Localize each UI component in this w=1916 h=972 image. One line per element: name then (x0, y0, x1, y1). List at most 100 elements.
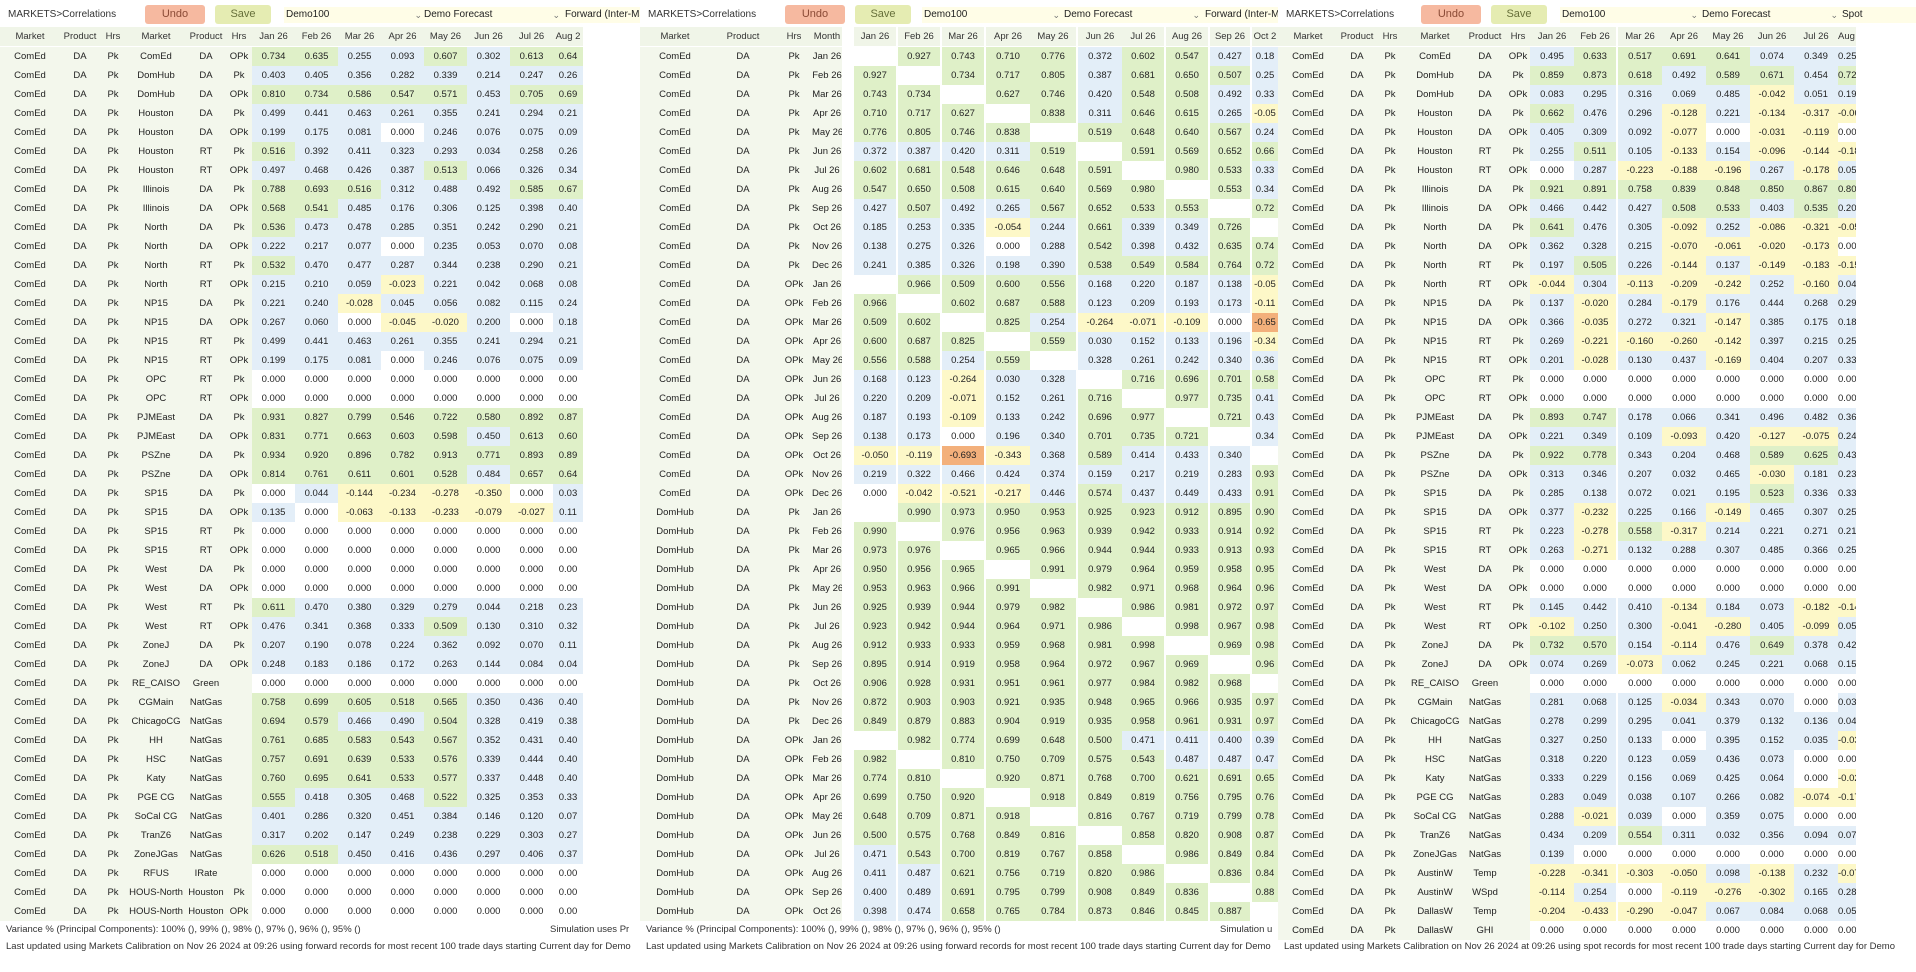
correlation-value-cell[interactable]: 0.40 (553, 750, 583, 769)
correlation-value-cell[interactable]: 0.646 (986, 161, 1030, 180)
correlation-value-cell[interactable]: 0.03 (553, 484, 583, 503)
correlation-value-cell[interactable]: 0.933 (898, 636, 940, 655)
correlation-value-cell[interactable]: -0.242 (1706, 275, 1750, 294)
correlation-value-cell[interactable]: 0.944 (942, 598, 984, 617)
correlation-value-cell[interactable]: -0.028 (1574, 351, 1616, 370)
correlation-value-cell[interactable]: 0.372 (1078, 47, 1122, 66)
month-column-header[interactable]: Jan 26 (252, 27, 295, 46)
correlation-value-cell[interactable]: -0.317 (1662, 522, 1706, 541)
correlation-value-cell[interactable]: 0.294 (510, 332, 553, 351)
correlation-value-cell[interactable]: 0.000 (467, 389, 510, 408)
correlation-value-cell[interactable] (1030, 807, 1076, 826)
column-header[interactable]: Product (186, 27, 226, 46)
correlation-value-cell[interactable]: 0.613 (510, 427, 553, 446)
correlation-value-cell[interactable]: 0.98 (1252, 617, 1278, 636)
correlation-value-cell[interactable]: 0.95 (1252, 560, 1278, 579)
correlation-value-cell[interactable]: 0.253 (898, 218, 940, 237)
correlation-value-cell[interactable]: 0.255 (338, 47, 381, 66)
correlation-value-cell[interactable]: 0.00 (1838, 921, 1856, 940)
correlation-value-cell[interactable]: 0.34 (1252, 180, 1278, 199)
correlation-value-cell[interactable]: 0.123 (1078, 294, 1122, 313)
correlation-value-cell[interactable]: 0.000 (467, 864, 510, 883)
correlation-value-cell[interactable]: 0.316 (1618, 85, 1662, 104)
correlation-value-cell[interactable]: 0.059 (1662, 750, 1706, 769)
correlation-value-cell[interactable]: 0.220 (1122, 275, 1164, 294)
correlation-value-cell[interactable]: 0.500 (854, 826, 896, 845)
correlation-value-cell[interactable]: 0.810 (252, 85, 295, 104)
correlation-value-cell[interactable]: 0.068 (1574, 693, 1616, 712)
correlation-value-cell[interactable]: 0.497 (252, 161, 295, 180)
correlation-value-cell[interactable]: 0.25 (1838, 47, 1856, 66)
correlation-value-cell[interactable]: 0.255 (1530, 142, 1574, 161)
correlation-value-cell[interactable]: 0.895 (854, 655, 896, 674)
correlation-value-cell[interactable]: 0.691 (1662, 47, 1706, 66)
correlation-value-cell[interactable] (1030, 351, 1076, 370)
correlation-value-cell[interactable]: 0.000 (1662, 845, 1706, 864)
correlation-value-cell[interactable]: 0.159 (1078, 465, 1122, 484)
correlation-value-cell[interactable]: 0.919 (942, 655, 984, 674)
correlation-value-cell[interactable]: 0.836 (1210, 864, 1250, 883)
correlation-value-cell[interactable]: 0.872 (854, 693, 896, 712)
correlation-value-cell[interactable]: 0.030 (1078, 332, 1122, 351)
correlation-value-cell[interactable]: 0.691 (942, 883, 984, 902)
correlation-value-cell[interactable]: 0.068 (1794, 902, 1838, 921)
correlation-value-cell[interactable]: 0.221 (1750, 655, 1794, 674)
correlation-value-cell[interactable]: 0.799 (1210, 807, 1250, 826)
correlation-value-cell[interactable]: 0.000 (252, 522, 295, 541)
correlation-value-cell[interactable] (942, 769, 984, 788)
correlation-value-cell[interactable]: 0.944 (1122, 541, 1164, 560)
correlation-value-cell[interactable]: -0.045 (381, 313, 424, 332)
correlation-value-cell[interactable]: 0.081 (338, 351, 381, 370)
correlation-value-cell[interactable]: 0.379 (1706, 712, 1750, 731)
correlation-value-cell[interactable]: 0.471 (1122, 731, 1164, 750)
correlation-value-cell[interactable]: 0.648 (854, 807, 896, 826)
correlation-value-cell[interactable]: 0.000 (1706, 560, 1750, 579)
correlation-value-cell[interactable]: 0.175 (295, 351, 338, 370)
correlation-value-cell[interactable]: 0.436 (424, 845, 467, 864)
month-column-header[interactable]: Feb 26 (898, 27, 940, 46)
correlation-value-cell[interactable]: 0.513 (424, 161, 467, 180)
correlation-value-cell[interactable]: 0.263 (424, 655, 467, 674)
month-column-header[interactable]: May 26 (1706, 27, 1750, 46)
correlation-value-cell[interactable]: 0.326 (942, 237, 984, 256)
correlation-value-cell[interactable]: 0.041 (1662, 712, 1706, 731)
correlation-value-cell[interactable]: 0.451 (381, 807, 424, 826)
correlation-value-cell[interactable]: -0.133 (1662, 142, 1706, 161)
correlation-value-cell[interactable]: 0.000 (424, 370, 467, 389)
correlation-value-cell[interactable]: 0.377 (1530, 503, 1574, 522)
correlation-value-cell[interactable]: 0.336 (1794, 484, 1838, 503)
correlation-value-cell[interactable]: 0.646 (1122, 104, 1164, 123)
correlation-value-cell[interactable]: 0.553 (1166, 199, 1208, 218)
correlation-value-cell[interactable]: 0.000 (252, 902, 295, 921)
correlation-value-cell[interactable]: -0.303 (1618, 864, 1662, 883)
correlation-value-cell[interactable]: 0.00 (1838, 845, 1856, 864)
correlation-value-cell[interactable]: 0.222 (252, 237, 295, 256)
correlation-value-cell[interactable]: 0.495 (1530, 47, 1574, 66)
correlation-value-cell[interactable]: 0.355 (424, 332, 467, 351)
correlation-value-cell[interactable]: 0.640 (1166, 123, 1208, 142)
correlation-value-cell[interactable]: 0.000 (381, 864, 424, 883)
correlation-value-cell[interactable]: 0.133 (1618, 731, 1662, 750)
correlation-value-cell[interactable]: -0.341 (1574, 864, 1616, 883)
correlation-value-cell[interactable]: 0.639 (338, 750, 381, 769)
correlation-value-cell[interactable]: 0.068 (1794, 655, 1838, 674)
correlation-value-cell[interactable]: 0.209 (1574, 826, 1616, 845)
correlation-value-cell[interactable]: -0.02 (1838, 769, 1856, 788)
correlation-value-cell[interactable]: 0.000 (1662, 579, 1706, 598)
correlation-value-cell[interactable]: 0.977 (1122, 408, 1164, 427)
correlation-value-cell[interactable]: 0.196 (1210, 332, 1250, 351)
correlation-value-cell[interactable]: 0.374 (1030, 465, 1076, 484)
correlation-value-cell[interactable]: -0.114 (1530, 883, 1574, 902)
correlation-value-cell[interactable]: 0.064 (1750, 769, 1794, 788)
correlation-value-cell[interactable]: 0.816 (1078, 807, 1122, 826)
correlation-value-cell[interactable]: -0.030 (1750, 465, 1794, 484)
month-column-header[interactable]: Aug 2 (1838, 27, 1856, 46)
correlation-value-cell[interactable]: 0.000 (510, 370, 553, 389)
correlation-value-cell[interactable]: 0.355 (424, 104, 467, 123)
correlation-value-cell[interactable]: 0.519 (1030, 142, 1076, 161)
correlation-value-cell[interactable]: 0.487 (1210, 750, 1250, 769)
correlation-value-cell[interactable]: 0.776 (1030, 47, 1076, 66)
correlation-value-cell[interactable]: 0.436 (1706, 750, 1750, 769)
correlation-value-cell[interactable]: 0.340 (1210, 446, 1250, 465)
correlation-value-cell[interactable]: 0.051 (1794, 85, 1838, 104)
